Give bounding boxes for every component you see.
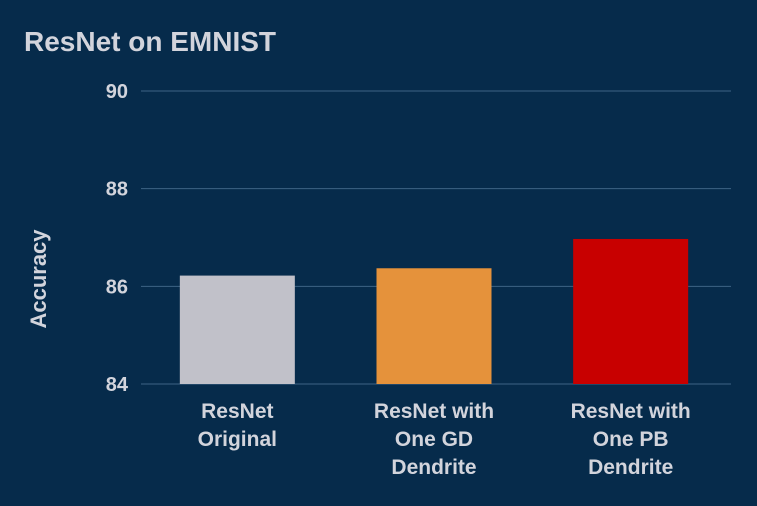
bars (179, 238, 689, 384)
x-category-label-3: ResNet with One PB Dendrite (571, 400, 691, 479)
chart-title: ResNet on EMNIST (24, 26, 277, 57)
bar-1 (179, 275, 295, 384)
x-axis-categories: ResNet Original ResNet with One GD Dendrite R… (198, 400, 691, 479)
x-category-label-2: ResNet with One GD Dendrite (374, 400, 494, 479)
y-axis-ticks: 84 86 88 90 (106, 81, 129, 396)
y-tick-label: 86 (106, 276, 128, 298)
y-tick-label: 90 (106, 81, 128, 103)
x-category-label-1: ResNet Original (198, 400, 277, 451)
y-axis-label: Accuracy (26, 229, 51, 329)
bar-3 (573, 238, 689, 384)
y-tick-label: 84 (106, 374, 129, 396)
bar-2 (376, 268, 492, 384)
y-tick-label: 88 (106, 179, 128, 201)
